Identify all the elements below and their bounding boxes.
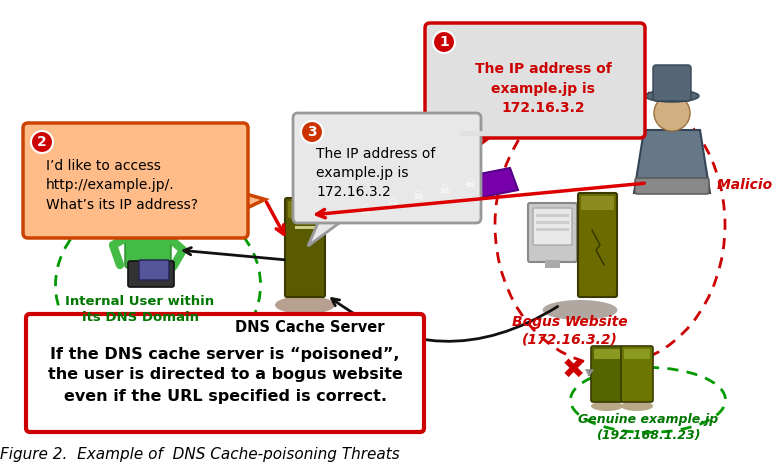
- FancyBboxPatch shape: [125, 230, 171, 268]
- Ellipse shape: [645, 90, 699, 102]
- Text: DNS Cache Server: DNS Cache Server: [235, 320, 384, 335]
- FancyBboxPatch shape: [578, 193, 617, 297]
- Text: ☠: ☠: [386, 198, 398, 210]
- FancyBboxPatch shape: [139, 260, 169, 280]
- Text: ☠: ☠: [438, 184, 449, 198]
- Text: ✖: ✖: [561, 356, 584, 384]
- Ellipse shape: [591, 401, 623, 411]
- FancyBboxPatch shape: [591, 346, 623, 402]
- Polygon shape: [458, 133, 495, 161]
- FancyBboxPatch shape: [581, 196, 614, 210]
- Bar: [536, 228, 569, 231]
- Text: ☠: ☠: [412, 190, 424, 203]
- FancyBboxPatch shape: [285, 198, 325, 297]
- Ellipse shape: [543, 300, 618, 320]
- FancyBboxPatch shape: [293, 113, 481, 223]
- Text: Bogus Website
(172.16.3.2): Bogus Website (172.16.3.2): [512, 315, 628, 346]
- Polygon shape: [308, 218, 346, 246]
- Bar: [310, 216, 344, 221]
- FancyBboxPatch shape: [653, 65, 691, 101]
- Bar: [295, 226, 315, 229]
- Text: 3: 3: [307, 125, 317, 139]
- Circle shape: [130, 197, 166, 233]
- Text: ☠: ☠: [360, 203, 371, 217]
- FancyBboxPatch shape: [635, 178, 709, 194]
- Wedge shape: [131, 197, 165, 215]
- Text: Figure 2.  Example of  DNS Cache-poisoning Threats: Figure 2. Example of DNS Cache-poisoning…: [0, 447, 400, 463]
- Text: The IP address of
example.jp is
172.16.3.2: The IP address of example.jp is 172.16.3…: [475, 62, 611, 115]
- Ellipse shape: [275, 296, 335, 314]
- FancyBboxPatch shape: [425, 23, 645, 138]
- Text: The IP address of
example.jp is
172.16.3.2: The IP address of example.jp is 172.16.3…: [316, 146, 435, 200]
- Polygon shape: [243, 193, 265, 210]
- Circle shape: [31, 131, 53, 153]
- FancyBboxPatch shape: [528, 203, 577, 262]
- FancyBboxPatch shape: [128, 261, 174, 287]
- FancyBboxPatch shape: [23, 123, 248, 238]
- FancyBboxPatch shape: [288, 201, 322, 218]
- Text: Genuine example.jp
(192.168.1.23): Genuine example.jp (192.168.1.23): [578, 413, 718, 442]
- Polygon shape: [634, 130, 710, 193]
- Polygon shape: [348, 168, 518, 222]
- Text: I’d like to access
http://example.jp/.
What’s its IP address?: I’d like to access http://example.jp/. W…: [46, 159, 198, 212]
- Bar: [536, 214, 569, 217]
- Circle shape: [654, 95, 690, 131]
- FancyBboxPatch shape: [594, 349, 620, 359]
- Text: ☠: ☠: [465, 179, 476, 191]
- Bar: [241, 194, 245, 209]
- Circle shape: [301, 121, 323, 143]
- Bar: [295, 220, 315, 223]
- FancyBboxPatch shape: [624, 349, 650, 359]
- Text: If the DNS cache server is “poisoned”,
the user is directed to a bogus website
e: If the DNS cache server is “poisoned”, t…: [48, 346, 402, 403]
- FancyBboxPatch shape: [26, 314, 424, 432]
- Ellipse shape: [621, 401, 653, 411]
- Circle shape: [433, 31, 455, 53]
- Bar: [545, 260, 560, 268]
- Bar: [536, 221, 569, 224]
- Text: Internal User within
its DNS Domain: Internal User within its DNS Domain: [66, 295, 215, 324]
- Text: 1: 1: [439, 35, 449, 49]
- Text: Malicious User: Malicious User: [717, 178, 772, 192]
- FancyBboxPatch shape: [621, 346, 653, 402]
- Text: 2: 2: [37, 135, 47, 149]
- FancyBboxPatch shape: [533, 208, 572, 245]
- Bar: [460, 131, 493, 136]
